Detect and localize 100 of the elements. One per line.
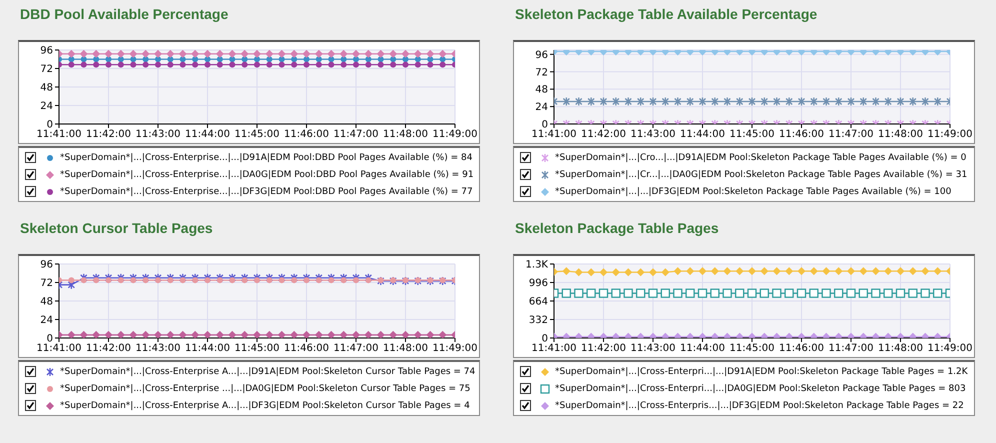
y-tick-label: 332 bbox=[528, 315, 548, 326]
y-tick-label: 1.3K bbox=[526, 260, 548, 271]
legend-label: *SuperDomain*|...|Cross-Enterprise ...|...|DA0G|EDM Pool:Skeleton Cursor Table Pages = 75 bbox=[60, 384, 470, 394]
point bbox=[378, 62, 384, 68]
point bbox=[376, 50, 385, 58]
point bbox=[130, 277, 136, 284]
legend-label: *SuperDomain*|...|Cro...|...|D91A|EDM Pool:Skeleton Package Table Pages Available (%) = 0 bbox=[555, 153, 966, 163]
point bbox=[216, 50, 224, 58]
y-tick-label: 24 bbox=[535, 102, 548, 114]
point bbox=[773, 96, 780, 106]
point bbox=[784, 288, 794, 298]
point bbox=[414, 276, 422, 286]
point bbox=[166, 273, 174, 283]
point bbox=[265, 330, 274, 338]
point bbox=[624, 96, 632, 106]
point bbox=[736, 96, 744, 106]
point bbox=[698, 96, 706, 106]
y-tick-label: 0 bbox=[542, 334, 548, 345]
y-tick-label: 0 bbox=[542, 120, 548, 131]
legend-label: *SuperDomain*|...|Cross-Enterpris...|...|DF3G|EDM Pool:Skeleton Package Table Pages = 22 bbox=[555, 401, 964, 411]
point bbox=[93, 277, 100, 284]
x-tick-label: 11:43:00 bbox=[136, 343, 180, 354]
point bbox=[92, 330, 100, 338]
point bbox=[116, 50, 125, 58]
point bbox=[290, 50, 298, 58]
point bbox=[600, 96, 608, 106]
point bbox=[302, 330, 310, 338]
x-tick-label: 11:42:00 bbox=[86, 129, 131, 140]
point bbox=[129, 50, 138, 58]
x-tick-label: 11:49:00 bbox=[928, 343, 972, 354]
point bbox=[68, 62, 74, 68]
x-tick-label: 11:44:00 bbox=[680, 129, 725, 140]
point bbox=[735, 288, 744, 298]
point bbox=[167, 277, 174, 284]
point bbox=[254, 277, 260, 284]
point bbox=[106, 62, 112, 68]
x-tick-label: 11:46:00 bbox=[779, 129, 824, 140]
point bbox=[575, 96, 582, 106]
point bbox=[389, 276, 397, 286]
x-tick-label: 11:46:00 bbox=[284, 343, 329, 354]
chart-title: Skeleton Package Table Available Percentage bbox=[515, 6, 818, 22]
x-tick-label: 11:48:00 bbox=[878, 343, 923, 354]
point bbox=[785, 267, 794, 276]
x-tick-label: 11:43:00 bbox=[630, 343, 676, 354]
point bbox=[340, 62, 347, 68]
point bbox=[884, 267, 892, 276]
point bbox=[278, 273, 286, 283]
point bbox=[760, 96, 768, 106]
point bbox=[798, 96, 806, 106]
point bbox=[204, 330, 212, 338]
point bbox=[180, 277, 186, 284]
point bbox=[922, 96, 929, 106]
point bbox=[340, 273, 348, 283]
point bbox=[847, 96, 855, 106]
point bbox=[834, 267, 843, 276]
point bbox=[871, 288, 880, 298]
point bbox=[414, 62, 421, 68]
point bbox=[798, 267, 806, 276]
point bbox=[327, 330, 336, 338]
point bbox=[364, 273, 372, 283]
point bbox=[377, 276, 384, 286]
point bbox=[574, 268, 583, 276]
point bbox=[587, 96, 595, 106]
point bbox=[353, 62, 359, 68]
legend-label: *SuperDomain*|...|Cross-Enterprise...|...|D91A|EDM Pool:DBD Pool Pages Available (%) = 84 bbox=[60, 153, 472, 163]
y-tick-label: 72 bbox=[535, 67, 548, 78]
point bbox=[710, 288, 720, 298]
point bbox=[748, 267, 756, 276]
point bbox=[93, 62, 100, 68]
y-tick-label: 96 bbox=[535, 50, 548, 61]
chart-title: Skeleton Cursor Table Pages bbox=[20, 220, 213, 236]
point bbox=[353, 277, 359, 284]
point bbox=[240, 273, 248, 283]
x-tick-label: 11:49:00 bbox=[432, 129, 478, 140]
legend-label: *SuperDomain*|...|Cross-Enterprise A...|...|DF3G|EDM Pool:Skeleton Cursor Table Pages = 4 bbox=[60, 401, 470, 411]
point bbox=[686, 288, 695, 298]
point bbox=[167, 62, 174, 68]
point bbox=[438, 330, 447, 338]
point bbox=[562, 288, 571, 298]
legend-label: *SuperDomain*|...|Cross-Enterpri...|...|DA0G|EDM Pool:Skeleton Package Table Pages = 803 bbox=[555, 384, 966, 394]
point bbox=[92, 273, 100, 283]
point bbox=[562, 96, 570, 106]
point bbox=[365, 62, 372, 68]
point bbox=[859, 267, 868, 276]
point bbox=[378, 277, 384, 284]
point bbox=[291, 62, 298, 68]
x-tick-label: 11:45:00 bbox=[730, 129, 774, 140]
chart-title: DBD Pool Available Percentage bbox=[20, 6, 228, 22]
point bbox=[427, 277, 434, 284]
point bbox=[722, 288, 732, 298]
point bbox=[352, 50, 360, 58]
x-tick-label: 11:45:00 bbox=[234, 343, 280, 354]
point bbox=[266, 277, 272, 284]
point bbox=[278, 50, 286, 58]
point bbox=[661, 268, 670, 276]
x-tick-label: 11:47:00 bbox=[334, 343, 378, 354]
point bbox=[142, 277, 149, 284]
point bbox=[242, 277, 248, 284]
point bbox=[155, 277, 161, 284]
point bbox=[884, 288, 893, 298]
